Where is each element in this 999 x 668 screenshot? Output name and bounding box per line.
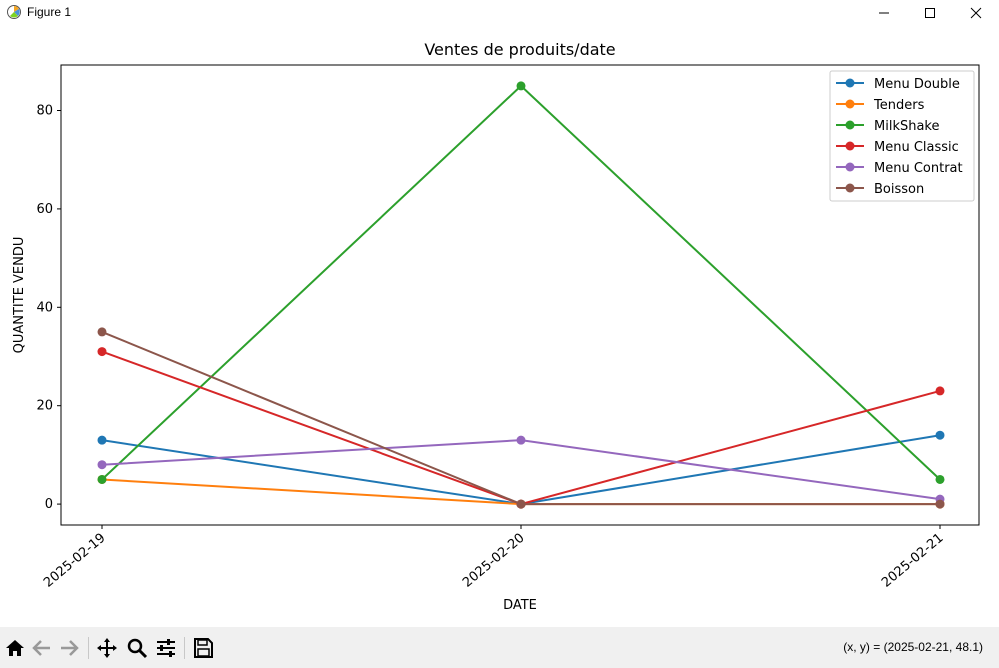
legend-label: Menu Contrat bbox=[874, 161, 963, 176]
y-axis-label: QUANTITE VENDU bbox=[12, 237, 27, 354]
series-line-2 bbox=[101, 84, 941, 481]
y-tick-label: 40 bbox=[36, 300, 53, 315]
save-figure-button[interactable] bbox=[190, 635, 216, 661]
legend-marker bbox=[845, 162, 855, 172]
window-titlebar: Figure 1 bbox=[0, 0, 999, 25]
series-line-0 bbox=[101, 434, 941, 506]
plot-area-frame bbox=[60, 64, 980, 526]
line-chart: Ventes de produits/date 0 20 40 60 80 2025-0… bbox=[12, 40, 980, 613]
data-point bbox=[935, 386, 945, 396]
navigation-toolbar: (x, y) = (2025-02-21, 48.1) bbox=[0, 627, 999, 668]
data-point bbox=[97, 347, 107, 357]
close-icon bbox=[970, 7, 982, 18]
sliders-icon bbox=[157, 639, 175, 657]
legend: Menu Double Tenders MilkShake Menu Classic M… bbox=[829, 70, 975, 202]
y-tick-label: 60 bbox=[36, 202, 53, 217]
legend-label: Menu Double bbox=[874, 77, 960, 92]
window-title: Figure 1 bbox=[27, 5, 72, 19]
data-point bbox=[935, 499, 945, 509]
close-button[interactable] bbox=[953, 0, 999, 25]
y-tick-label: 0 bbox=[45, 497, 53, 512]
zoom-button[interactable] bbox=[124, 635, 150, 661]
configure-subplots-button[interactable] bbox=[153, 635, 179, 661]
back-button[interactable] bbox=[29, 635, 55, 661]
figure-canvas[interactable]: Ventes de produits/date 0 20 40 60 80 2025-0… bbox=[0, 25, 999, 627]
matplotlib-app-icon bbox=[7, 5, 21, 19]
legend-marker bbox=[845, 141, 855, 151]
save-floppy-icon bbox=[194, 638, 213, 658]
data-point bbox=[516, 81, 526, 91]
data-point bbox=[97, 460, 107, 470]
home-icon bbox=[6, 640, 24, 656]
series-line-4 bbox=[101, 439, 941, 501]
data-point bbox=[516, 435, 526, 445]
chart-title: Ventes de produits/date bbox=[424, 40, 615, 59]
data-point bbox=[516, 499, 526, 509]
maximize-icon bbox=[925, 7, 935, 18]
toolbar-separator bbox=[88, 637, 89, 659]
legend-marker bbox=[845, 120, 855, 130]
data-point bbox=[97, 474, 107, 484]
x-axis-ticks: 2025-02-19 2025-02-20 2025-02-21 bbox=[41, 525, 947, 591]
data-point bbox=[97, 435, 107, 445]
legend-label: Menu Classic bbox=[874, 140, 959, 155]
legend-label: Tenders bbox=[873, 98, 925, 113]
legend-box bbox=[829, 70, 975, 202]
y-tick-label: 80 bbox=[36, 104, 53, 119]
pan-button[interactable] bbox=[94, 635, 120, 661]
pan-move-icon bbox=[97, 638, 117, 658]
forward-button[interactable] bbox=[56, 635, 82, 661]
x-tick-label: 2025-02-21 bbox=[879, 531, 947, 591]
x-tick-label: 2025-02-19 bbox=[41, 531, 109, 591]
minimize-button[interactable] bbox=[861, 0, 907, 25]
toolbar-separator bbox=[184, 637, 185, 659]
legend-label: Boisson bbox=[874, 182, 924, 197]
maximize-button[interactable] bbox=[907, 0, 953, 25]
home-button[interactable] bbox=[2, 635, 28, 661]
data-point bbox=[935, 474, 945, 484]
back-arrow-icon bbox=[32, 640, 50, 656]
x-tick-label: 2025-02-20 bbox=[460, 531, 528, 591]
legend-marker bbox=[845, 78, 855, 88]
legend-label: MilkShake bbox=[874, 119, 940, 134]
forward-arrow-icon bbox=[61, 640, 79, 656]
zoom-magnifier-icon bbox=[127, 638, 148, 659]
x-axis-label: DATE bbox=[503, 598, 537, 613]
series-line-5 bbox=[101, 330, 940, 506]
legend-marker bbox=[845, 183, 855, 193]
y-axis-ticks: 0 20 40 60 80 bbox=[36, 104, 61, 512]
cursor-coordinates: (x, y) = (2025-02-21, 48.1) bbox=[843, 640, 983, 654]
series-points bbox=[97, 81, 945, 509]
minimize-icon bbox=[879, 12, 889, 13]
y-tick-label: 20 bbox=[36, 399, 53, 414]
legend-marker bbox=[845, 99, 855, 109]
data-point bbox=[97, 327, 107, 337]
data-point bbox=[935, 430, 945, 440]
